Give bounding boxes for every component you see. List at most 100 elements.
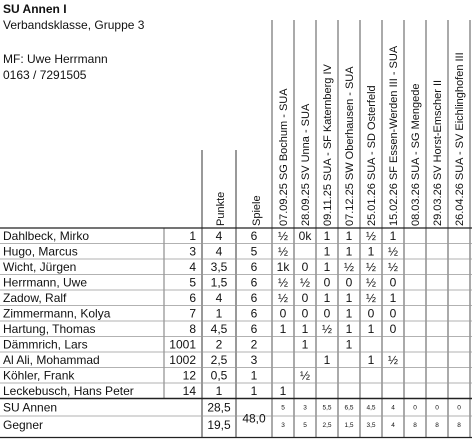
round-header: 29.03.26 SV Horst-Emscher II [432,80,444,226]
round-match: SUA - SD Osterfeld [366,85,378,180]
round-header: 15.02.26 SF Essen-Werden III - SUA [388,45,400,226]
player-name: Hugo, Marcus [3,245,78,259]
player-name: Köhler, Frank [3,369,75,383]
table-row: Zadow, Ralf 6 4 6 ½ 0 1 1 ½ 1 [3,291,397,305]
home-round-score: 0 [457,405,461,412]
result-cell: 1 [302,338,309,352]
result-cell: 0 [302,291,309,305]
player-name: Dämmrich, Lars [3,338,88,352]
player-name: Herrmann, Uwe [3,276,87,290]
away-round-score: 3 [281,422,285,429]
round-date: 15.02.26 [388,180,400,226]
result-cell: ½ [366,276,376,290]
result-cell: ½ [388,353,398,367]
round-date: 28.09.25 [300,180,312,226]
result-cell: 0 [368,307,375,321]
home-round-score: 6,5 [344,405,353,412]
table-row: Zimmermann, Kolya 7 1 6 0 0 0 1 0 0 [3,307,397,321]
player-games: 1 [251,384,258,398]
player-number: 6 [189,291,196,305]
round-match: SUA - SV Eichlinghofen III [454,52,466,180]
round-match: SV Horst-Emscher II [432,80,444,180]
home-round-score: 5,5 [322,405,331,412]
round-header: 09.11.25 SUA - SF Katernberg IV [322,64,334,226]
player-points: 4,5 [211,322,228,336]
result-cell: 0 [390,276,397,290]
round-match: SW Oberhausen - SUA [344,66,356,180]
result-cell: 1 [302,322,309,336]
home-round-score: 4,5 [366,405,375,412]
points-header: Punkte [215,192,227,226]
player-points: 1,5 [211,276,228,290]
result-cell: 1 [324,291,331,305]
player-points: 1 [216,307,223,321]
table-row: Dahlbeck, Mirko 1 4 6 ½ 0k 1 1 ½ 1 [3,229,397,243]
player-number: 5 [189,276,196,290]
player-number: 1002 [169,353,196,367]
round-match: SV Unna - SUA [300,103,312,180]
round-header: 07.09.25 SG Bochum - SUA [278,88,290,226]
home-round-score: 4 [391,405,395,412]
result-cell: 1 [346,245,353,259]
manager-label: MF: Uwe Herrmann [3,52,108,66]
away-round-score: 8 [413,422,417,429]
totals-row-home: SU Annen 28,5 5 3 5,5 6,5 4,5 4 0 0 0 [3,401,461,415]
player-points: 4 [216,245,223,259]
result-cell: 0 [324,307,331,321]
player-points: 4 [216,229,223,243]
result-cell: ½ [366,229,376,243]
result-cell: 0 [324,276,331,290]
player-number: 3 [189,245,196,259]
player-name: Al Ali, Mohammad [3,353,100,367]
round-date: 08.03.26 [410,180,422,226]
player-games: 3 [251,353,258,367]
round-header-label: 26.04.26 SUA - SV Eichlinghofen III [454,52,466,226]
result-cell: ½ [300,276,310,290]
round-date: 25.01.26 [366,180,378,226]
result-cell: 1 [368,322,375,336]
round-header-label: 29.03.26 SV Horst-Emscher II [432,80,444,226]
result-cell: ½ [388,245,398,259]
round-date: 07.12.25 [344,180,356,226]
result-cell: 1k [277,260,291,274]
result-cell: 1 [280,384,287,398]
result-cell: 1 [324,229,331,243]
away-round-score: 8 [457,422,461,429]
round-header-label: 15.02.26 SF Essen-Werden III - SUA [388,45,400,226]
result-cell: 1 [346,322,353,336]
result-cell: ½ [278,291,288,305]
result-cell: ½ [300,369,310,383]
home-points: 28,5 [207,401,231,415]
player-name: Dahlbeck, Mirko [3,229,89,243]
round-header-label: 28.09.25 SV Unna - SUA [300,103,312,226]
table-grid [0,20,472,439]
round-match: SUA - SG Mengede [410,84,422,181]
table-row: Herrmann, Uwe 5 1,5 6 ½ ½ 0 0 ½ 0 [3,276,397,290]
player-games: 6 [251,307,258,321]
player-name: Hartung, Thomas [3,322,96,336]
result-cell: 1 [368,245,375,259]
result-cell: 1 [390,291,397,305]
player-games: 6 [251,322,258,336]
away-round-score: 5 [303,422,307,429]
result-cell: ½ [322,322,332,336]
round-header: 07.12.25 SW Oberhausen - SUA [344,66,356,226]
player-games: 5 [251,245,258,259]
round-date: 09.11.25 [322,181,334,226]
result-cell: 0 [302,260,309,274]
result-cell: 0 [280,307,287,321]
table-row: Hartung, Thomas 8 4,5 6 1 1 ½ 1 1 0 [3,322,397,336]
result-cell: ½ [278,276,288,290]
result-cell: 1 [324,245,331,259]
table-row: Wicht, Jürgen 4 3,5 6 1k 0 1 ½ ½ ½ [3,260,398,274]
result-cell: 1 [390,229,397,243]
player-name: Zadow, Ralf [3,291,67,305]
result-cell: ½ [366,291,376,305]
phone-label: 0163 / 7291505 [3,68,87,82]
player-number: 1 [189,229,196,243]
home-round-score: 0 [413,405,417,412]
home-round-score: 3 [303,405,307,412]
player-name: Wicht, Jürgen [3,260,76,274]
player-number: 7 [189,307,196,321]
